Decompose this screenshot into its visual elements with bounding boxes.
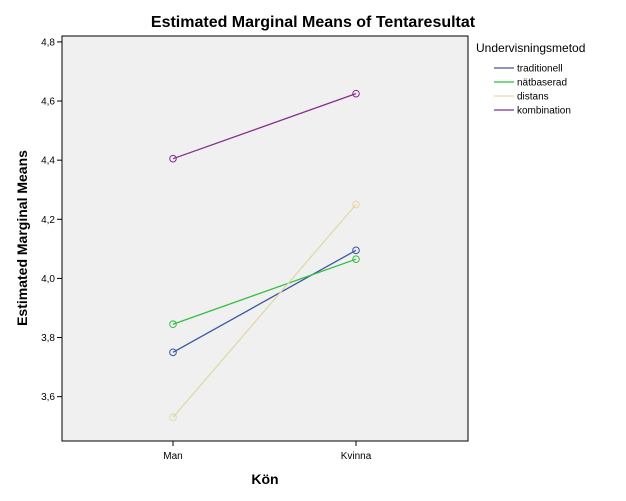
y-tick-label: 3,6 — [41, 392, 55, 403]
legend-label-distans: distans — [517, 92, 549, 103]
legend-label-nätbaserad: nätbaserad — [517, 78, 567, 89]
legend-items: traditionell nätbaserad distans kombination — [494, 64, 571, 117]
legend-label-kombination: kombination — [517, 106, 571, 117]
x-axis-title: Kön — [251, 471, 278, 487]
legend-label-traditionell: traditionell — [517, 64, 563, 75]
data-point-kombination — [169, 154, 177, 163]
series-lines — [172, 93, 357, 418]
data-point-nätbaserad — [352, 255, 360, 263]
legend: Undervisningsmetod traditionell nätbasera… — [476, 41, 585, 117]
y-tick-label: 4,6 — [41, 97, 55, 108]
series-line-kombination — [172, 93, 357, 160]
y-tick-label: 4,8 — [41, 37, 55, 48]
y-axis-title: Estimated Marginal Means — [14, 150, 30, 326]
y-axis: 3,6 3,8 4,0 4,2 4,4 4,6 4,8 — [41, 37, 62, 403]
plot-area — [61, 35, 469, 442]
series-line-traditionell — [172, 249, 357, 353]
data-point-traditionell — [169, 348, 177, 357]
y-tick-label: 3,8 — [41, 333, 55, 344]
data-point-nätbaserad — [169, 320, 177, 329]
x-tick-label: Man — [163, 451, 182, 462]
y-tick-label: 4,2 — [41, 215, 55, 226]
x-axis: Man Kvinna — [163, 441, 372, 462]
data-point-traditionell — [352, 246, 360, 255]
y-tick-label: 4,0 — [41, 274, 55, 285]
series-line-distans — [172, 204, 357, 418]
chart-title: Estimated Marginal Means of Tentaresulta… — [151, 14, 476, 31]
legend-title: Undervisningsmetod — [476, 41, 585, 55]
data-point-distans — [169, 413, 177, 422]
series-line-nätbaserad — [172, 258, 357, 325]
x-tick-label: Kvinna — [341, 451, 372, 462]
data-point-distans — [352, 200, 360, 209]
y-tick-label: 4,4 — [41, 156, 55, 167]
data-point-kombination — [352, 89, 360, 98]
series-markers — [169, 89, 360, 422]
